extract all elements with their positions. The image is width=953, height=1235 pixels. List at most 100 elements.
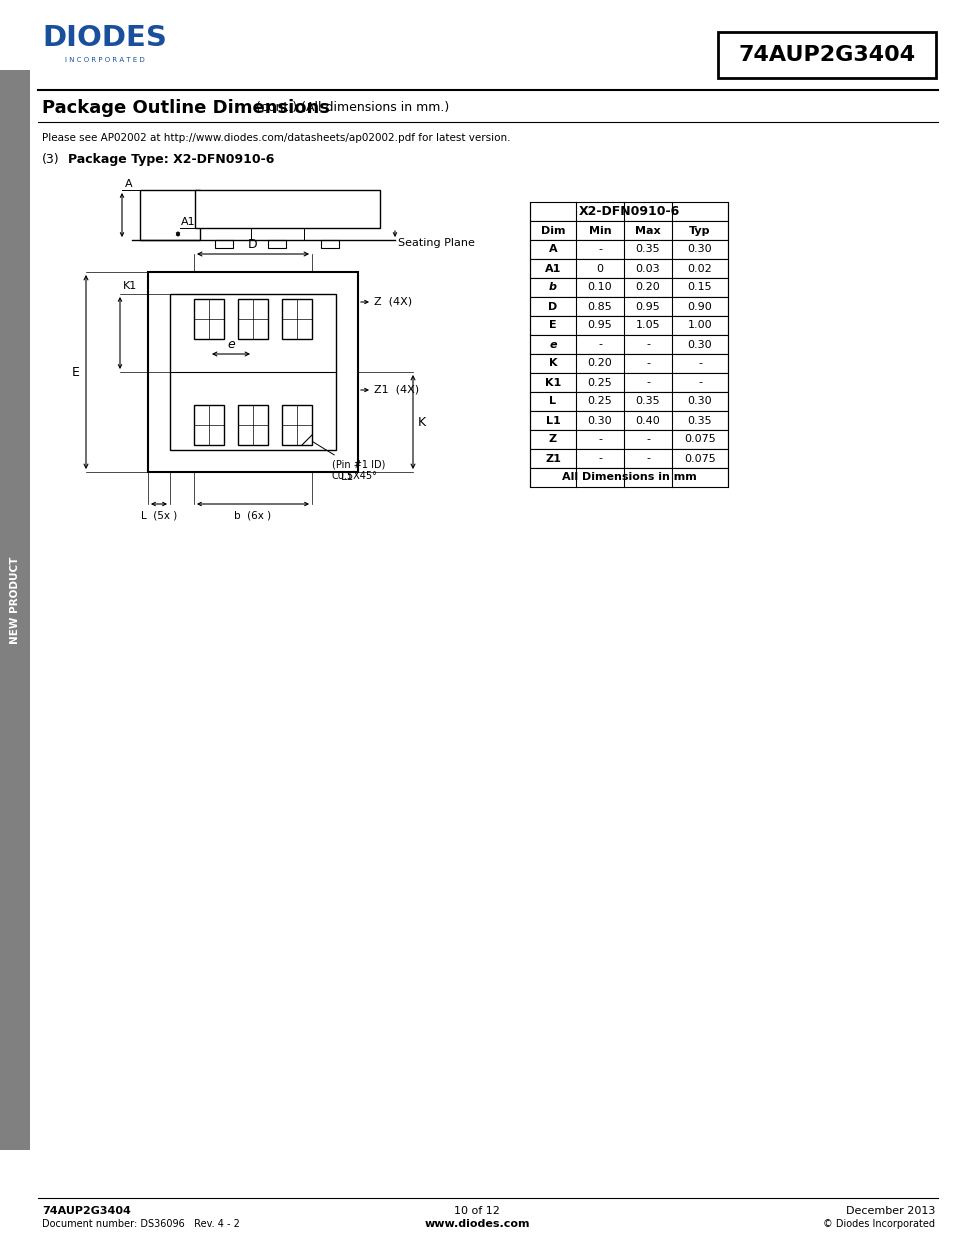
Bar: [530, 316, 727, 335]
Bar: [530, 296, 727, 316]
Text: 74AUP2G3404: 74AUP2G3404: [738, 44, 915, 65]
Bar: [140, 190, 200, 240]
Text: b: b: [548, 283, 557, 293]
Text: A1: A1: [544, 263, 560, 273]
Text: D: D: [248, 238, 257, 252]
Text: e: e: [227, 338, 234, 352]
Text: Dim: Dim: [540, 226, 565, 236]
Bar: [718, 32, 935, 78]
Text: L1: L1: [340, 472, 354, 482]
Bar: [530, 430, 727, 450]
Text: -: -: [698, 378, 701, 388]
Text: E: E: [549, 321, 557, 331]
Text: Z1  (4X): Z1 (4X): [374, 385, 418, 395]
Text: 0.30: 0.30: [687, 396, 712, 406]
Text: 0.15: 0.15: [687, 283, 712, 293]
Bar: [193, 405, 224, 445]
Text: DIODES: DIODES: [43, 23, 168, 52]
Bar: [194, 190, 379, 228]
Text: -: -: [698, 358, 701, 368]
Text: www.diodes.com: www.diodes.com: [424, 1219, 529, 1229]
Text: 0.20: 0.20: [635, 283, 659, 293]
Bar: [530, 221, 727, 240]
Text: 74AUP2G3404: 74AUP2G3404: [42, 1207, 131, 1216]
Text: -: -: [645, 358, 649, 368]
Text: Seating Plane: Seating Plane: [397, 238, 475, 248]
Text: -: -: [645, 453, 649, 463]
Text: 0.30: 0.30: [687, 245, 712, 254]
Text: 0.30: 0.30: [687, 340, 712, 350]
Text: 1.00: 1.00: [687, 321, 712, 331]
Bar: [193, 299, 224, 338]
Bar: [214, 240, 233, 248]
Text: December 2013: December 2013: [844, 1207, 934, 1216]
Text: 10 of 12: 10 of 12: [454, 1207, 499, 1216]
Text: Z1: Z1: [544, 453, 560, 463]
Text: Min: Min: [588, 226, 611, 236]
Text: E: E: [72, 366, 80, 378]
Bar: [282, 405, 312, 445]
Text: Package Type: X2-DFN0910-6: Package Type: X2-DFN0910-6: [68, 153, 274, 167]
Text: L: L: [549, 396, 556, 406]
Text: -: -: [598, 453, 601, 463]
Text: -: -: [645, 340, 649, 350]
Text: (cont.) (All dimensions in mm.): (cont.) (All dimensions in mm.): [252, 101, 449, 115]
Text: K: K: [417, 415, 426, 429]
Text: 0.35: 0.35: [687, 415, 712, 426]
Text: -: -: [645, 435, 649, 445]
Text: K1: K1: [123, 282, 137, 291]
Bar: [530, 373, 727, 391]
Text: 0.075: 0.075: [683, 453, 715, 463]
Bar: [530, 391, 727, 411]
Text: 0.25: 0.25: [587, 396, 612, 406]
Text: (Pin #1 ID)
C0.5X45°: (Pin #1 ID) C0.5X45°: [312, 441, 385, 480]
Text: Z  (4X): Z (4X): [374, 296, 412, 308]
Bar: [530, 468, 727, 487]
Text: 0.075: 0.075: [683, 435, 715, 445]
Text: © Diodes Incorporated: © Diodes Incorporated: [822, 1219, 934, 1229]
Text: K1: K1: [544, 378, 560, 388]
Bar: [282, 299, 312, 338]
Text: b  (6x ): b (6x ): [234, 510, 272, 520]
Text: X2-DFN0910-6: X2-DFN0910-6: [578, 205, 679, 219]
Text: 0.10: 0.10: [587, 283, 612, 293]
Bar: [530, 450, 727, 468]
Text: 1.05: 1.05: [635, 321, 659, 331]
Text: e: e: [549, 340, 557, 350]
Text: K: K: [548, 358, 557, 368]
Bar: [530, 259, 727, 278]
Bar: [320, 240, 338, 248]
Text: L1: L1: [545, 415, 559, 426]
Text: NEW PRODUCT: NEW PRODUCT: [10, 556, 20, 643]
Text: A1: A1: [181, 217, 195, 227]
Text: 0.85: 0.85: [587, 301, 612, 311]
Text: 0.95: 0.95: [635, 301, 659, 311]
Text: 0.02: 0.02: [687, 263, 712, 273]
Text: -: -: [598, 245, 601, 254]
Text: D: D: [548, 301, 558, 311]
Bar: [170, 294, 335, 450]
Bar: [268, 240, 286, 248]
Text: I N C O R P O R A T E D: I N C O R P O R A T E D: [65, 57, 145, 63]
Bar: [148, 272, 357, 472]
Bar: [237, 299, 268, 338]
Text: 0.95: 0.95: [587, 321, 612, 331]
Text: 0.25: 0.25: [587, 378, 612, 388]
Bar: [530, 335, 727, 354]
Text: All Dimensions in mm: All Dimensions in mm: [561, 473, 696, 483]
Bar: [0, 70, 30, 1150]
Text: 0.40: 0.40: [635, 415, 659, 426]
Text: 0.35: 0.35: [635, 396, 659, 406]
Text: 0.35: 0.35: [635, 245, 659, 254]
Text: -: -: [598, 340, 601, 350]
Text: 0: 0: [596, 263, 603, 273]
Bar: [530, 278, 727, 296]
Text: L  (5x ): L (5x ): [141, 510, 177, 520]
Bar: [237, 405, 268, 445]
Text: -: -: [598, 435, 601, 445]
Text: A: A: [125, 179, 132, 189]
Text: 0.03: 0.03: [635, 263, 659, 273]
Text: -: -: [645, 378, 649, 388]
Bar: [530, 354, 727, 373]
Text: Z: Z: [548, 435, 557, 445]
